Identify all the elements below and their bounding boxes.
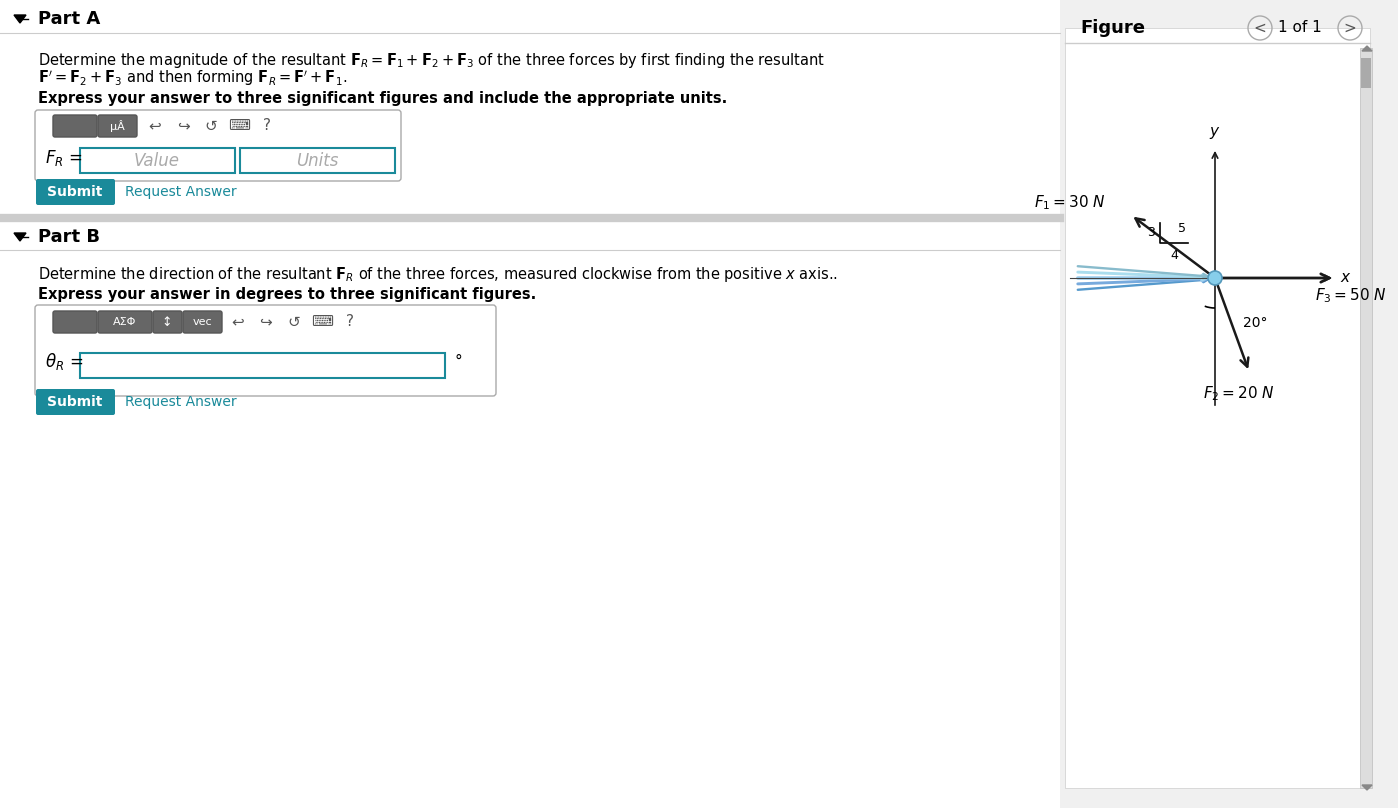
Text: $F_R$ =: $F_R$ =: [45, 148, 82, 168]
Text: $\mathbf{F}' = \mathbf{F}_2 + \mathbf{F}_3$ and then forming $\mathbf{F}_R = \ma: $\mathbf{F}' = \mathbf{F}_2 + \mathbf{F}…: [38, 68, 347, 88]
Text: ?: ?: [345, 314, 354, 330]
FancyBboxPatch shape: [53, 115, 96, 137]
Text: °: °: [454, 354, 463, 368]
Text: $x$: $x$: [1341, 271, 1352, 285]
Text: >: >: [1343, 20, 1356, 36]
FancyBboxPatch shape: [80, 353, 445, 378]
FancyBboxPatch shape: [98, 311, 152, 333]
Polygon shape: [14, 233, 27, 241]
FancyBboxPatch shape: [1065, 28, 1370, 788]
FancyBboxPatch shape: [36, 179, 115, 205]
Text: $F_2 = 20$ N: $F_2 = 20$ N: [1204, 384, 1275, 402]
Polygon shape: [14, 15, 27, 23]
FancyBboxPatch shape: [35, 110, 401, 181]
Text: Submit: Submit: [48, 395, 102, 409]
Text: vec: vec: [192, 317, 212, 327]
Circle shape: [1208, 271, 1222, 285]
FancyBboxPatch shape: [98, 115, 137, 137]
FancyBboxPatch shape: [35, 305, 496, 396]
Text: Express your answer to three significant figures and include the appropriate uni: Express your answer to three significant…: [38, 90, 727, 106]
Text: Figure: Figure: [1081, 19, 1145, 37]
Text: $F_3 = 50$ N: $F_3 = 50$ N: [1316, 287, 1387, 305]
FancyBboxPatch shape: [1360, 48, 1371, 788]
FancyBboxPatch shape: [36, 389, 115, 415]
FancyBboxPatch shape: [183, 311, 222, 333]
Text: <: <: [1254, 20, 1267, 36]
Text: Submit: Submit: [48, 185, 102, 199]
Text: ⌨: ⌨: [310, 314, 333, 330]
Text: Request Answer: Request Answer: [124, 185, 236, 199]
Text: Express your answer in degrees to three significant figures.: Express your answer in degrees to three …: [38, 288, 537, 302]
Text: ↪: ↪: [260, 314, 273, 330]
Text: μÂ: μÂ: [109, 120, 124, 132]
Text: ⌨: ⌨: [228, 119, 250, 133]
Text: ?: ?: [263, 119, 271, 133]
Text: Determine the magnitude of the resultant $\mathbf{F}_R = \mathbf{F}_1 + \mathbf{: Determine the magnitude of the resultant…: [38, 50, 825, 69]
Text: Part A: Part A: [38, 10, 101, 28]
Polygon shape: [1362, 46, 1371, 51]
Text: ΑΣΦ: ΑΣΦ: [113, 317, 137, 327]
Text: ↩: ↩: [232, 314, 245, 330]
Text: ↺: ↺: [204, 119, 217, 133]
Text: ↪: ↪: [176, 119, 189, 133]
FancyBboxPatch shape: [53, 311, 96, 333]
Text: Value: Value: [134, 152, 180, 170]
Text: 5: 5: [1179, 221, 1186, 234]
Text: $y$: $y$: [1209, 125, 1220, 141]
Text: 3: 3: [1148, 226, 1155, 239]
FancyBboxPatch shape: [240, 148, 396, 173]
Text: 20°: 20°: [1243, 316, 1268, 330]
Text: ↩: ↩: [148, 119, 161, 133]
Text: ↺: ↺: [288, 314, 301, 330]
FancyBboxPatch shape: [1362, 58, 1371, 88]
FancyBboxPatch shape: [152, 311, 182, 333]
Text: Part B: Part B: [38, 228, 101, 246]
Text: ↕: ↕: [162, 315, 172, 329]
Polygon shape: [1362, 785, 1371, 790]
Text: $F_1 = 30$ N: $F_1 = 30$ N: [1035, 194, 1106, 213]
Text: Units: Units: [296, 152, 338, 170]
Text: Request Answer: Request Answer: [124, 395, 236, 409]
FancyBboxPatch shape: [1060, 0, 1398, 808]
Text: 4: 4: [1170, 249, 1179, 262]
FancyBboxPatch shape: [0, 0, 1060, 808]
Text: 1 of 1: 1 of 1: [1278, 20, 1323, 36]
FancyBboxPatch shape: [80, 148, 235, 173]
Text: $\theta_R$ =: $\theta_R$ =: [45, 351, 84, 372]
Text: Determine the direction of the resultant $\mathbf{F}_R$ of the three forces, mea: Determine the direction of the resultant…: [38, 266, 837, 284]
